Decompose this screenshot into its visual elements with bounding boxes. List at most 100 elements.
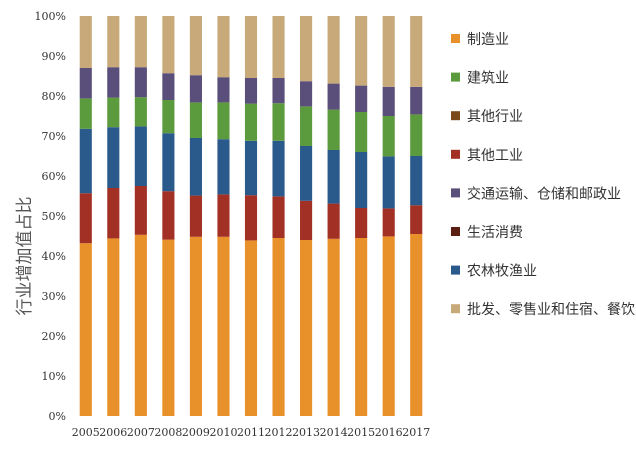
bar-stack-2009: [189, 16, 202, 416]
x-tick-label: 2014: [320, 426, 348, 439]
x-tick-label: 2017: [402, 426, 430, 439]
bar-segment-2009-1: [189, 195, 202, 237]
bar-segment-2014-2: [327, 150, 340, 204]
bar-segment-2017-5: [410, 16, 423, 87]
bar-segment-2014-3: [327, 109, 340, 150]
bar-segment-2008-1: [162, 191, 175, 240]
bar-segment-2012-0: [272, 238, 285, 416]
bar-segment-2007-0: [134, 234, 147, 416]
bar-stack-2007: [134, 16, 147, 416]
legend-item: 批发、零售业和住宿、餐饮业: [451, 301, 636, 318]
legend-label: 其他工业: [467, 148, 523, 164]
legend-swatch: [451, 188, 460, 198]
bar-segment-2008-4: [162, 73, 175, 100]
legend-item: 交通运输、仓储和邮政业: [451, 185, 621, 202]
x-tick-label: 2009: [182, 426, 210, 439]
legend-item: 农林牧渔业: [451, 264, 537, 280]
bar-segment-2011-3: [244, 103, 258, 141]
bar-segment-2011-2: [244, 140, 258, 196]
bar-stack-2010: [217, 16, 230, 416]
bar-segment-2005-1: [79, 193, 92, 244]
bar-segment-2008-3: [162, 100, 175, 134]
x-tick-label: 2013: [292, 426, 320, 439]
bar-segment-2017-1: [410, 205, 423, 234]
bar-segment-2010-3: [217, 102, 230, 140]
bar-segment-2011-0: [244, 240, 258, 416]
bar-segment-2009-5: [189, 16, 202, 76]
y-tick-label: 0%: [49, 410, 66, 423]
legend-label: 生活消费: [467, 225, 523, 241]
x-tick-label: 2016: [375, 426, 403, 439]
y-tick-label: 80%: [42, 90, 66, 103]
bar-segment-2017-2: [410, 156, 423, 206]
bar-stack-2015: [355, 16, 368, 416]
bar-segment-2013-3: [300, 106, 313, 146]
x-tick-label: 2012: [265, 426, 293, 439]
bar-segment-2014-1: [327, 203, 340, 239]
bar-segment-2013-4: [300, 81, 313, 107]
legend-swatch: [451, 265, 460, 275]
bar-segment-2013-2: [300, 146, 313, 201]
bar-segment-2013-5: [300, 16, 313, 82]
legend-label: 批发、零售业和住宿、餐饮业: [467, 301, 636, 318]
x-tick-label: 2008: [154, 426, 182, 439]
bar-segment-2005-0: [79, 243, 92, 416]
bar-segment-2011-4: [244, 78, 258, 104]
x-tick-label: 2006: [99, 426, 127, 439]
legend-label: 交通运输、仓储和邮政业: [467, 185, 621, 202]
bar-segment-2007-2: [134, 126, 147, 186]
legend-label: 制造业: [467, 32, 509, 48]
bar-segment-2009-0: [189, 236, 202, 416]
y-tick-label: 100%: [35, 10, 66, 23]
bar-segment-2012-5: [272, 16, 285, 78]
bar-segment-2014-4: [327, 83, 340, 110]
bar-segment-2006-0: [107, 238, 120, 416]
bar-segment-2012-3: [272, 103, 285, 141]
bar-segment-2011-5: [244, 16, 258, 78]
bar-segment-2006-1: [107, 188, 120, 239]
bar-segment-2007-3: [134, 97, 147, 127]
bar-segment-2015-5: [355, 16, 368, 86]
y-tick-label: 40%: [42, 250, 66, 263]
x-tick-label: 2010: [209, 426, 237, 439]
y-tick-label: 50%: [42, 210, 66, 223]
legend-label: 其他行业: [467, 109, 523, 125]
bar-segment-2008-2: [162, 133, 175, 192]
legend-item: 其他工业: [451, 148, 523, 164]
bar-segment-2007-1: [134, 186, 147, 235]
bar-stack-2011: [244, 16, 258, 416]
legend-label: 建筑业: [467, 71, 509, 87]
bar-segment-2014-0: [327, 238, 340, 416]
x-tick-label: 2007: [127, 426, 155, 439]
legend-label: 农林牧渔业: [467, 264, 537, 280]
bar-segment-2007-5: [134, 16, 147, 68]
bar-segment-2005-3: [79, 98, 92, 129]
bar-segment-2015-0: [355, 238, 368, 416]
y-tick-label: 60%: [42, 170, 66, 183]
bar-segment-2016-2: [382, 156, 395, 209]
bar-segment-2010-5: [217, 16, 230, 78]
bar-segment-2016-0: [382, 236, 395, 416]
legend-swatch: [451, 34, 460, 43]
bar-segment-2011-1: [244, 195, 258, 241]
bar-segment-2009-3: [189, 102, 202, 138]
bar-segment-2010-1: [217, 194, 230, 237]
bar-segment-2008-5: [162, 16, 175, 74]
legend-swatch: [451, 227, 460, 236]
bar-segment-2015-1: [355, 208, 368, 238]
bar-segment-2005-2: [79, 128, 92, 194]
legend-swatch: [451, 304, 460, 314]
bar-segment-2010-0: [217, 236, 230, 416]
bar-segment-2016-4: [382, 86, 395, 116]
bar-segment-2006-3: [107, 97, 120, 128]
bar-segment-2005-4: [79, 68, 92, 99]
bar-stack-2008: [162, 16, 175, 416]
x-axis-ticks: 2005 2006 2007 2008 2009 2010 2011 2012 2013 2014…: [72, 426, 430, 439]
bar-segment-2012-1: [272, 196, 285, 238]
bar-stack-2014: [327, 16, 340, 416]
bar-segment-2017-3: [410, 114, 423, 156]
bar-segment-2012-4: [272, 78, 285, 104]
bar-stack-2012: [272, 16, 285, 416]
bar-segment-2015-4: [355, 85, 368, 112]
